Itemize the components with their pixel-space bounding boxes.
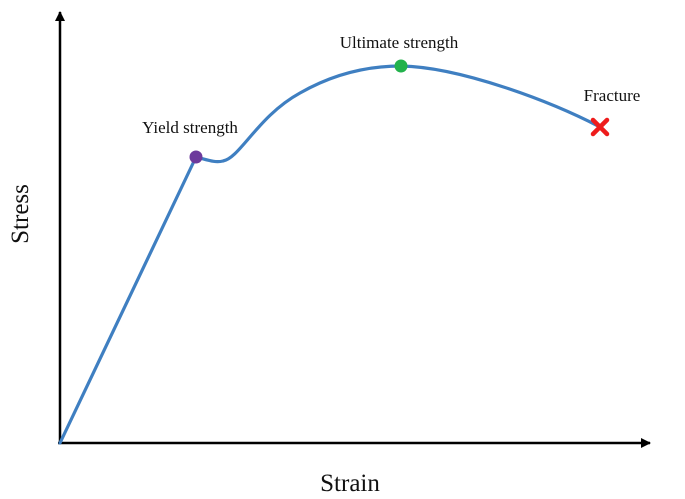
fracture-cross-icon <box>590 117 610 137</box>
x-axis-title: Strain <box>320 470 380 497</box>
ultimate-point-marker <box>394 59 408 73</box>
yield-point-marker <box>189 150 203 164</box>
y-axis-title: Stress <box>7 184 34 244</box>
yield-strength-label: Yield strength <box>142 118 238 137</box>
fracture-label: Fracture <box>584 86 641 105</box>
ultimate-strength-label: Ultimate strength <box>340 33 459 52</box>
stress-strain-curve <box>58 64 602 445</box>
